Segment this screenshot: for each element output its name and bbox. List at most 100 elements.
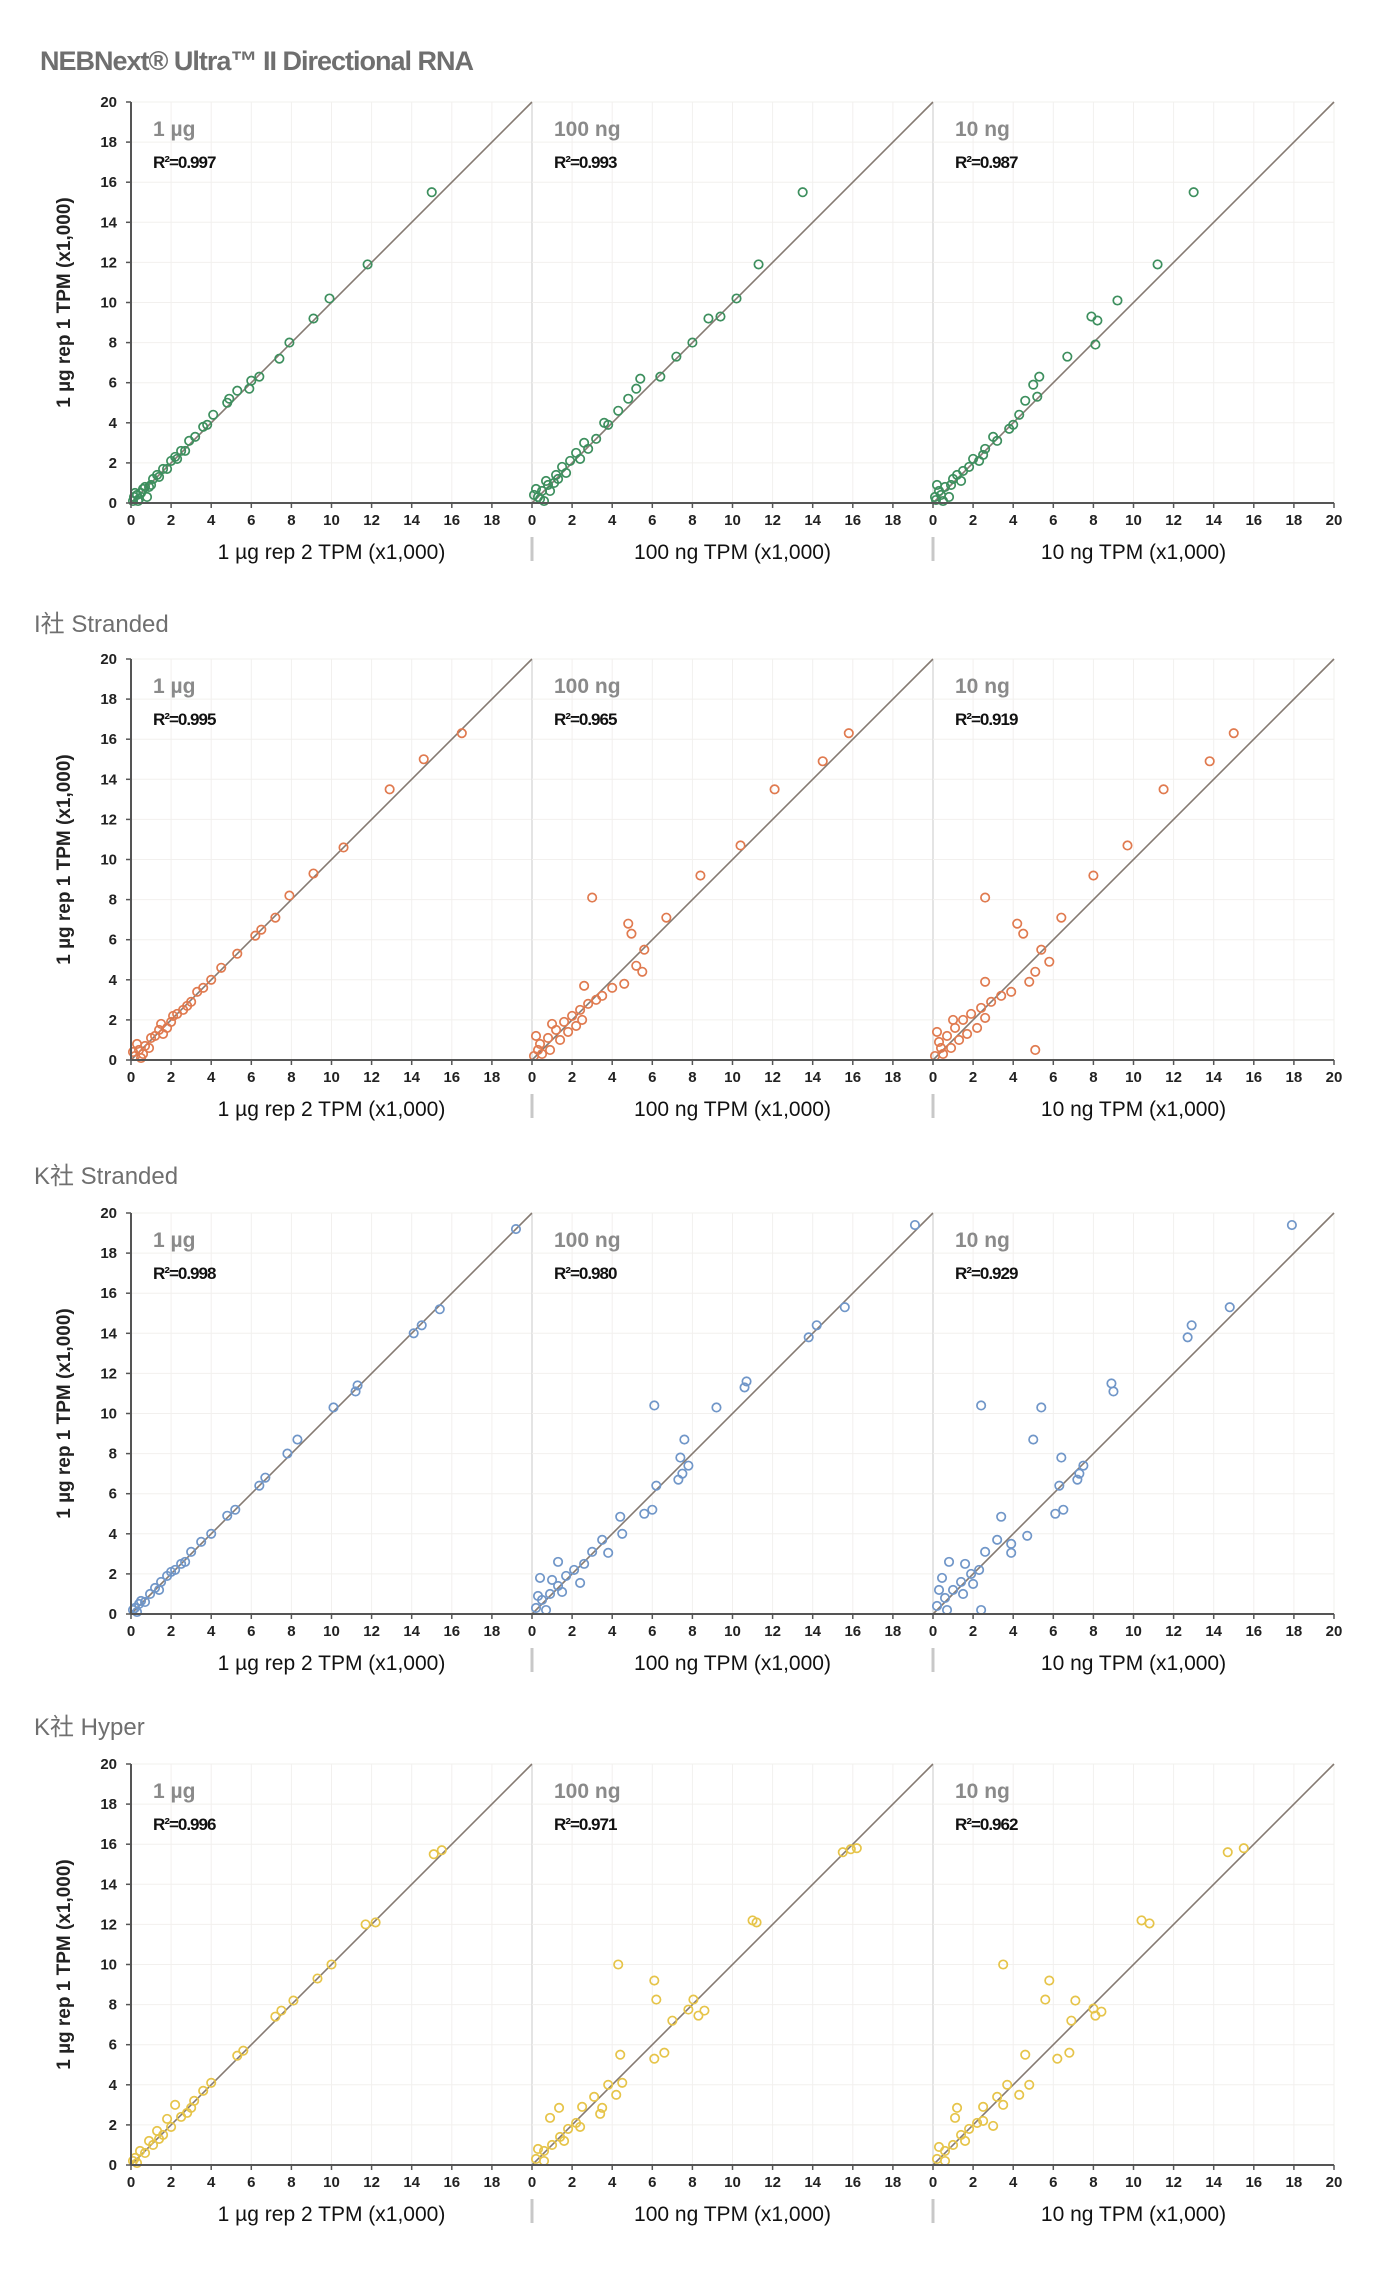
data-point (127, 1046, 139, 1058)
data-point (166, 455, 177, 466)
x-tick-label: 2 (568, 1623, 576, 1640)
data-point (623, 393, 634, 404)
x-tick-label: 18 (885, 512, 902, 529)
data-point (270, 2011, 281, 2022)
x-axis-title: 10 ng TPM (x1,000) (1041, 1652, 1226, 1675)
data-point (661, 912, 672, 923)
x-tick-label: 4 (608, 2174, 617, 2191)
data-point (1054, 1480, 1065, 1491)
x-tick-label: 0 (127, 1623, 135, 1640)
x-tick-label: 0 (127, 1069, 135, 1086)
data-point (711, 1402, 722, 1413)
data-point (206, 974, 217, 985)
x-tick-label: 0 (127, 512, 135, 529)
data-point (688, 1994, 699, 2005)
x-tick-label: 6 (648, 1623, 656, 1640)
panel-2: 10 ng R²=0.919 0 2 4 6 8 10 12 14 16 18 20 10 ng TPM … (929, 658, 1342, 1121)
y-tick-label: 2 (109, 2117, 117, 2134)
data-point (1228, 728, 1239, 739)
data-point (591, 994, 602, 1005)
data-point (418, 754, 429, 765)
x-tick-label: 8 (1089, 2174, 1097, 2191)
x-tick-label: 2 (969, 512, 977, 529)
panel-label: 100 ng (554, 1229, 621, 1252)
data-point (510, 1223, 522, 1235)
data-point (817, 756, 828, 767)
x-tick-label: 14 (804, 512, 821, 529)
data-point (1158, 784, 1169, 795)
chart-row-0: 1 µg rep 1 TPM (x1,000) 1 µg R²=0.997 0 2 4 6 8… (54, 94, 1342, 564)
data-point (992, 2091, 1003, 2102)
r-squared-label: R²=0.929 (955, 1264, 1018, 1283)
y-axis-title: 1 µg rep 1 TPM (x1,000) (54, 1308, 75, 1519)
x-tick-label: 16 (443, 1623, 460, 1640)
data-point (534, 1572, 546, 1583)
x-tick-label: 18 (1286, 1069, 1303, 1086)
r-squared-label: R²=0.987 (955, 153, 1018, 172)
x-tick-label: 12 (363, 2174, 380, 2191)
data-point (843, 728, 854, 739)
data-point (143, 1042, 155, 1054)
data-point (538, 2145, 550, 2157)
y-tick-label: 6 (109, 1486, 117, 1503)
x-tick-label: 8 (287, 512, 295, 529)
y-tick-label: 4 (109, 1526, 118, 1543)
data-point (667, 2015, 678, 2026)
data-point (587, 1546, 598, 1557)
data-point (996, 1511, 1007, 1522)
data-point (567, 1010, 578, 1021)
data-point (933, 1036, 945, 1048)
x-tick-label: 16 (844, 2174, 861, 2191)
x-tick-label: 6 (648, 1069, 656, 1086)
data-point (256, 924, 267, 935)
x-tick-label: 10 (1125, 1623, 1142, 1640)
data-point (190, 431, 201, 442)
x-axis-title: 10 ng TPM (x1,000) (1041, 1098, 1226, 1121)
data-point (326, 1959, 337, 1970)
data-point (1106, 1378, 1117, 1389)
data-point (328, 1402, 339, 1413)
data-point (288, 1995, 299, 2006)
x-tick-label: 18 (1286, 512, 1303, 529)
data-point (613, 405, 624, 416)
x-tick-label: 14 (403, 1069, 420, 1086)
x-tick-label: 10 (323, 2174, 340, 2191)
y-tick-label: 14 (100, 214, 117, 231)
data-point (540, 1604, 552, 1616)
x-tick-label: 8 (287, 1069, 295, 1086)
panel-label: 10 ng (955, 675, 1010, 698)
data-point (182, 2107, 193, 2118)
data-point (958, 1588, 969, 1599)
data-point (146, 1032, 157, 1043)
data-point (408, 1328, 419, 1339)
data-point (683, 2004, 694, 2015)
x-tick-label: 16 (844, 1623, 861, 1640)
y-tick-label: 14 (100, 1325, 117, 1342)
data-point (1052, 2053, 1063, 2064)
data-point (1286, 1219, 1297, 1231)
data-point (166, 1566, 177, 1577)
x-tick-label: 6 (648, 2174, 656, 2191)
panel-label: 1 µg (153, 118, 195, 141)
panel-label: 1 µg (153, 675, 195, 698)
x-tick-label: 2 (568, 1069, 576, 1086)
panel-1: 100 ng R²=0.965 0 2 4 6 8 10 12 14 16 18 100 ng TPM … (528, 658, 934, 1121)
data-point (127, 495, 139, 507)
data-point (1044, 1975, 1055, 1986)
x-axis-title: 1 µg rep 2 TPM (x1,000) (218, 1652, 446, 1675)
data-point (693, 2010, 704, 2021)
x-tick-label: 6 (247, 512, 255, 529)
data-point (591, 433, 602, 444)
data-point (551, 1024, 562, 1035)
x-tick-label: 16 (443, 1069, 460, 1086)
data-point (615, 1511, 626, 1522)
y-tick-label: 12 (100, 1365, 117, 1382)
data-point (597, 2102, 608, 2113)
data-point (456, 728, 467, 739)
x-tick-label: 2 (969, 2174, 977, 2191)
data-point (1074, 1468, 1085, 1479)
data-point (611, 2089, 622, 2100)
data-point (1030, 1044, 1041, 1056)
data-point (1238, 1843, 1249, 1854)
data-point (569, 1564, 580, 1575)
